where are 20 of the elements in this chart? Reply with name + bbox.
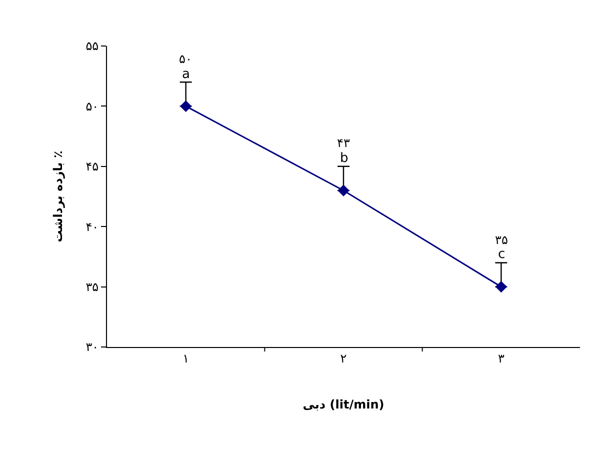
annotation: c bbox=[498, 247, 506, 262]
y-tick-label: ۴۵ bbox=[86, 160, 99, 174]
x-tick-label: ۲ bbox=[340, 351, 347, 366]
point bbox=[180, 100, 192, 112]
y-axis-title: بازده برداشت ٪ bbox=[51, 150, 66, 242]
y-tick-label: ۳۰ bbox=[86, 340, 99, 354]
annotation: b bbox=[340, 151, 348, 166]
y-tick-label: ۵۰ bbox=[86, 99, 99, 114]
point bbox=[338, 184, 350, 196]
y-tick-label: ۵۵ bbox=[86, 39, 99, 54]
y-tick-label: ۴۰ bbox=[86, 220, 99, 234]
y-tick-label: ۳۵ bbox=[86, 280, 99, 294]
annotation: a bbox=[182, 67, 190, 82]
data-label: ۵۰ bbox=[179, 52, 192, 66]
x-tick-label: ۱ bbox=[182, 351, 190, 366]
x-tick-label: ۳ bbox=[498, 351, 505, 366]
x-axis-title: دبی (lit/min) bbox=[302, 397, 384, 412]
data-label: ۳۵ bbox=[495, 233, 508, 247]
point bbox=[495, 280, 508, 293]
data-label: ۴۳ bbox=[337, 136, 350, 150]
